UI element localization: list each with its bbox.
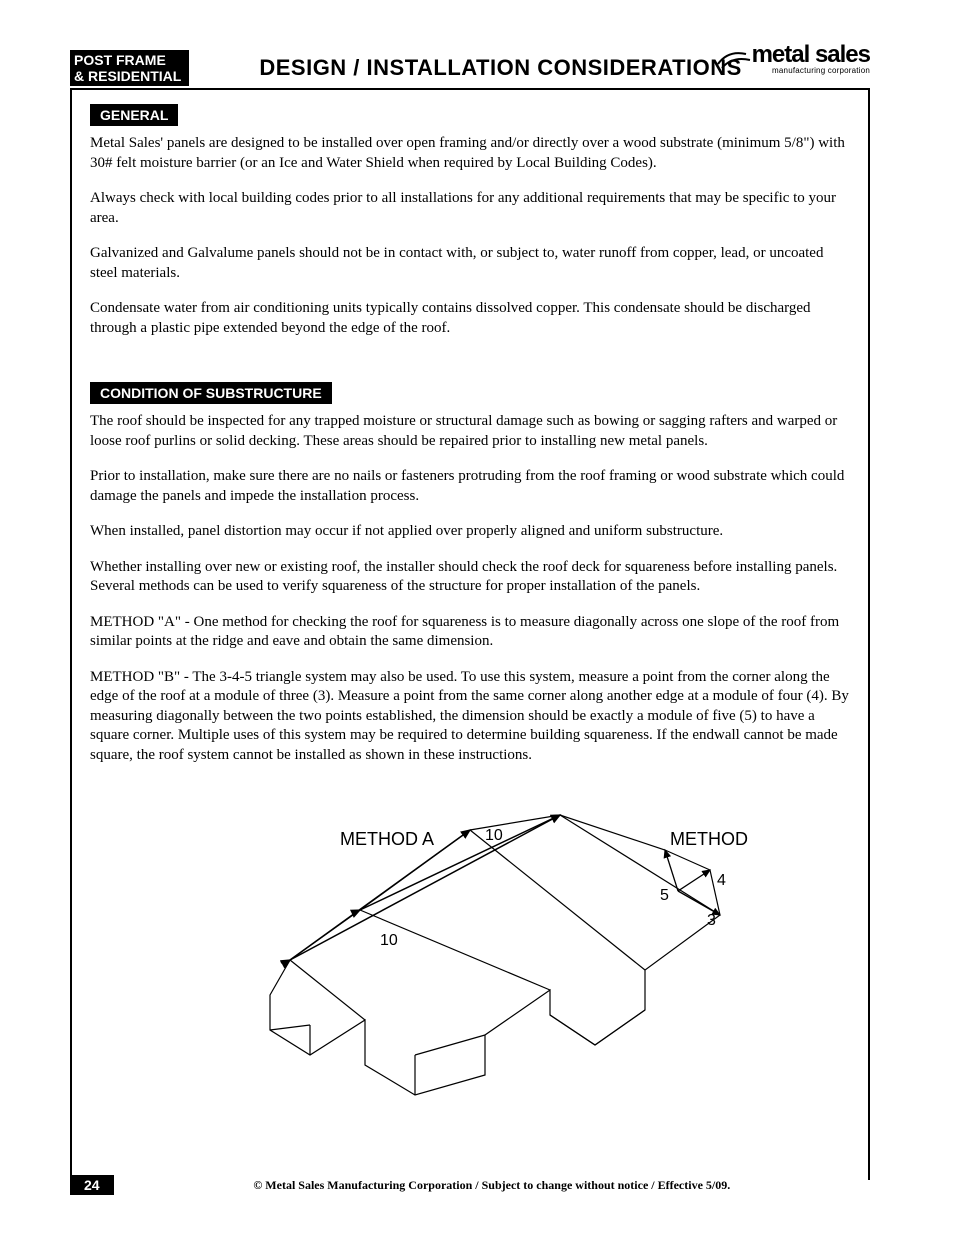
svg-text:10: 10 (485, 827, 503, 844)
sub-p6: METHOD "B" - The 3-4-5 triangle system m… (90, 668, 850, 766)
svg-text:METHOD A: METHOD A (340, 829, 434, 849)
page-title: DESIGN / INSTALLATION CONSIDERATIONS (259, 55, 741, 81)
section-heading-substructure: CONDITION OF SUBSTRUCTURE (90, 382, 332, 404)
general-p4: Condensate water from air conditioning u… (90, 299, 850, 338)
general-p2: Always check with local building codes p… (90, 189, 850, 228)
svg-text:4: 4 (717, 872, 726, 889)
svg-text:5: 5 (660, 887, 669, 904)
sub-p2: Prior to installation, make sure there a… (90, 467, 850, 506)
svg-text:3: 3 (707, 912, 716, 929)
sub-p4: Whether installing over new or existing … (90, 558, 850, 597)
page-footer: 24 © Metal Sales Manufacturing Corporati… (70, 1175, 870, 1195)
content-area: GENERAL Metal Sales' panels are designed… (70, 90, 870, 1180)
division-label: POST FRAME & RESIDENTIAL (70, 50, 189, 86)
page-header: POST FRAME & RESIDENTIAL DESIGN / INSTAL… (70, 50, 870, 90)
section-heading-general: GENERAL (90, 104, 178, 126)
logo-main-text: metal sales (752, 44, 870, 66)
svg-text:10: 10 (380, 932, 398, 949)
sub-p3: When installed, panel distortion may occ… (90, 522, 850, 542)
logo-text: metal sales (752, 41, 870, 68)
general-p1: Metal Sales' panels are designed to be i… (90, 134, 850, 173)
diagram-area: METHOD A METHOD B 10 10 5 4 3 (90, 785, 850, 1105)
footer-copyright: © Metal Sales Manufacturing Corporation … (114, 1178, 870, 1193)
sub-p5: METHOD "A" - One method for checking the… (90, 613, 850, 652)
brand-logo: metal sales manufacturing corporation (752, 44, 870, 75)
page-number: 24 (70, 1175, 114, 1195)
sub-p1: The roof should be inspected for any tra… (90, 412, 850, 451)
division-line2: & RESIDENTIAL (74, 68, 181, 84)
general-p3: Galvanized and Galvalume panels should n… (90, 244, 850, 283)
squareness-methods-diagram: METHOD A METHOD B 10 10 5 4 3 (190, 785, 750, 1105)
svg-text:METHOD B: METHOD B (670, 829, 750, 849)
section-gap (90, 354, 850, 382)
page-frame: POST FRAME & RESIDENTIAL DESIGN / INSTAL… (70, 50, 870, 1180)
logo-swoosh-icon (716, 48, 756, 70)
division-line1: POST FRAME (74, 52, 166, 68)
